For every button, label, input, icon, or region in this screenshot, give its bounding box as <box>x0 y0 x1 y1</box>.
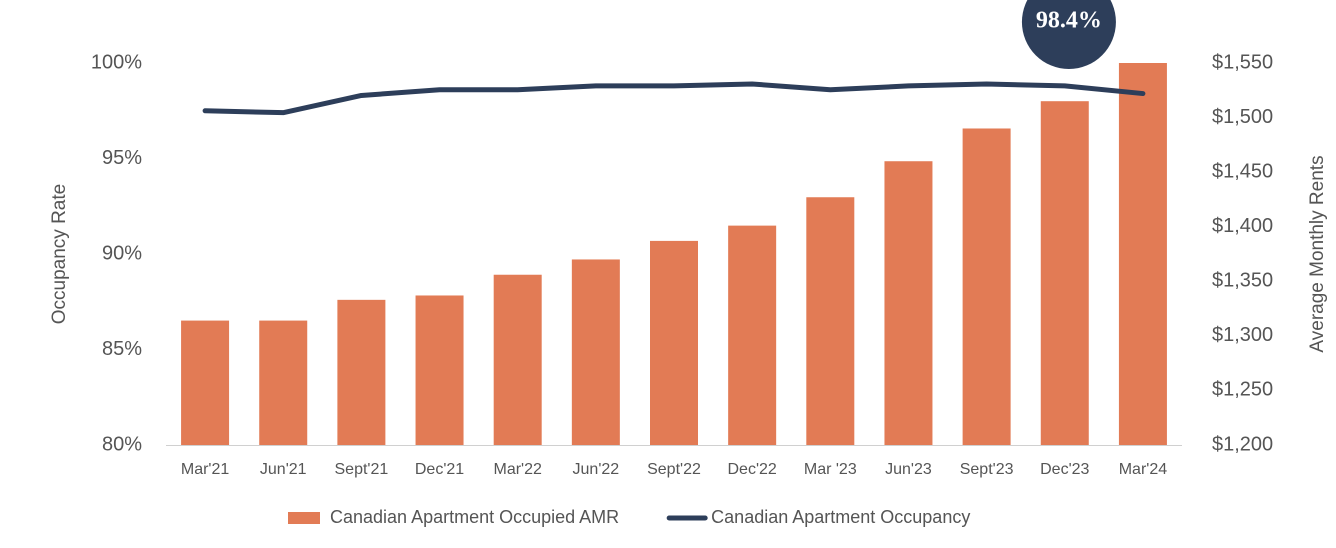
bar <box>1118 63 1167 445</box>
legend-swatch <box>288 512 320 524</box>
bar <box>962 128 1011 445</box>
bar <box>571 259 620 445</box>
x-tick-label: Sept'22 <box>647 461 701 478</box>
legend-label: Canadian Apartment Occupancy <box>711 507 970 527</box>
x-tick-label: Sept'21 <box>335 461 389 478</box>
x-tick-label: Mar'21 <box>181 461 230 478</box>
bar <box>181 320 230 445</box>
y2-tick-label: $1,400 <box>1212 215 1273 237</box>
y2-tick-label: $1,250 <box>1212 379 1273 401</box>
y2-tick-label: $1,200 <box>1212 433 1273 455</box>
line <box>202 81 1146 116</box>
x-tick-label: Dec'23 <box>1040 461 1089 478</box>
bar <box>337 299 386 445</box>
bar <box>650 240 698 445</box>
bar <box>259 320 308 445</box>
y2-axis-title: Average Monthly Rents <box>1307 155 1328 352</box>
bar <box>1040 101 1089 445</box>
bar <box>728 225 777 445</box>
x-tick-label: Dec'21 <box>415 461 464 478</box>
y2-tick-label: $1,350 <box>1212 270 1273 292</box>
annotation: 98.4% <box>1021 0 1116 69</box>
x-tick-label: Mar'24 <box>1119 461 1168 478</box>
bar <box>415 295 464 445</box>
y-tick-label: 80% <box>102 433 142 455</box>
annotation-label: 98.4% <box>1036 8 1102 34</box>
y-tick-label: 85% <box>102 338 142 360</box>
y2-tick-label: $1,300 <box>1212 324 1273 346</box>
x-tick-label: Sept'23 <box>960 461 1014 478</box>
x-tick-label: Jun'21 <box>260 461 307 478</box>
bar <box>806 197 855 445</box>
annotation-bubble <box>1021 0 1116 69</box>
y2-tick-label: $1,500 <box>1212 106 1273 128</box>
x-tick-label: Jun'22 <box>573 461 620 478</box>
legend-label: Canadian Apartment Occupied AMR <box>330 507 619 527</box>
y-tick-label: 90% <box>102 242 142 264</box>
x-tick-label: Jun'23 <box>885 461 932 478</box>
bar <box>493 274 542 445</box>
x-tick-label: Mar '23 <box>804 461 857 478</box>
y-tick-label: 95% <box>102 147 142 169</box>
y-axis-title: Occupancy Rate <box>49 184 70 324</box>
y2-tick-label: $1,450 <box>1212 160 1273 182</box>
x-tick-label: Mar'22 <box>493 461 542 478</box>
y2-tick-label: $1,550 <box>1212 51 1273 73</box>
y-tick-label: 100% <box>91 51 142 73</box>
bar <box>884 161 933 445</box>
x-tick-label: Dec'22 <box>727 461 776 478</box>
